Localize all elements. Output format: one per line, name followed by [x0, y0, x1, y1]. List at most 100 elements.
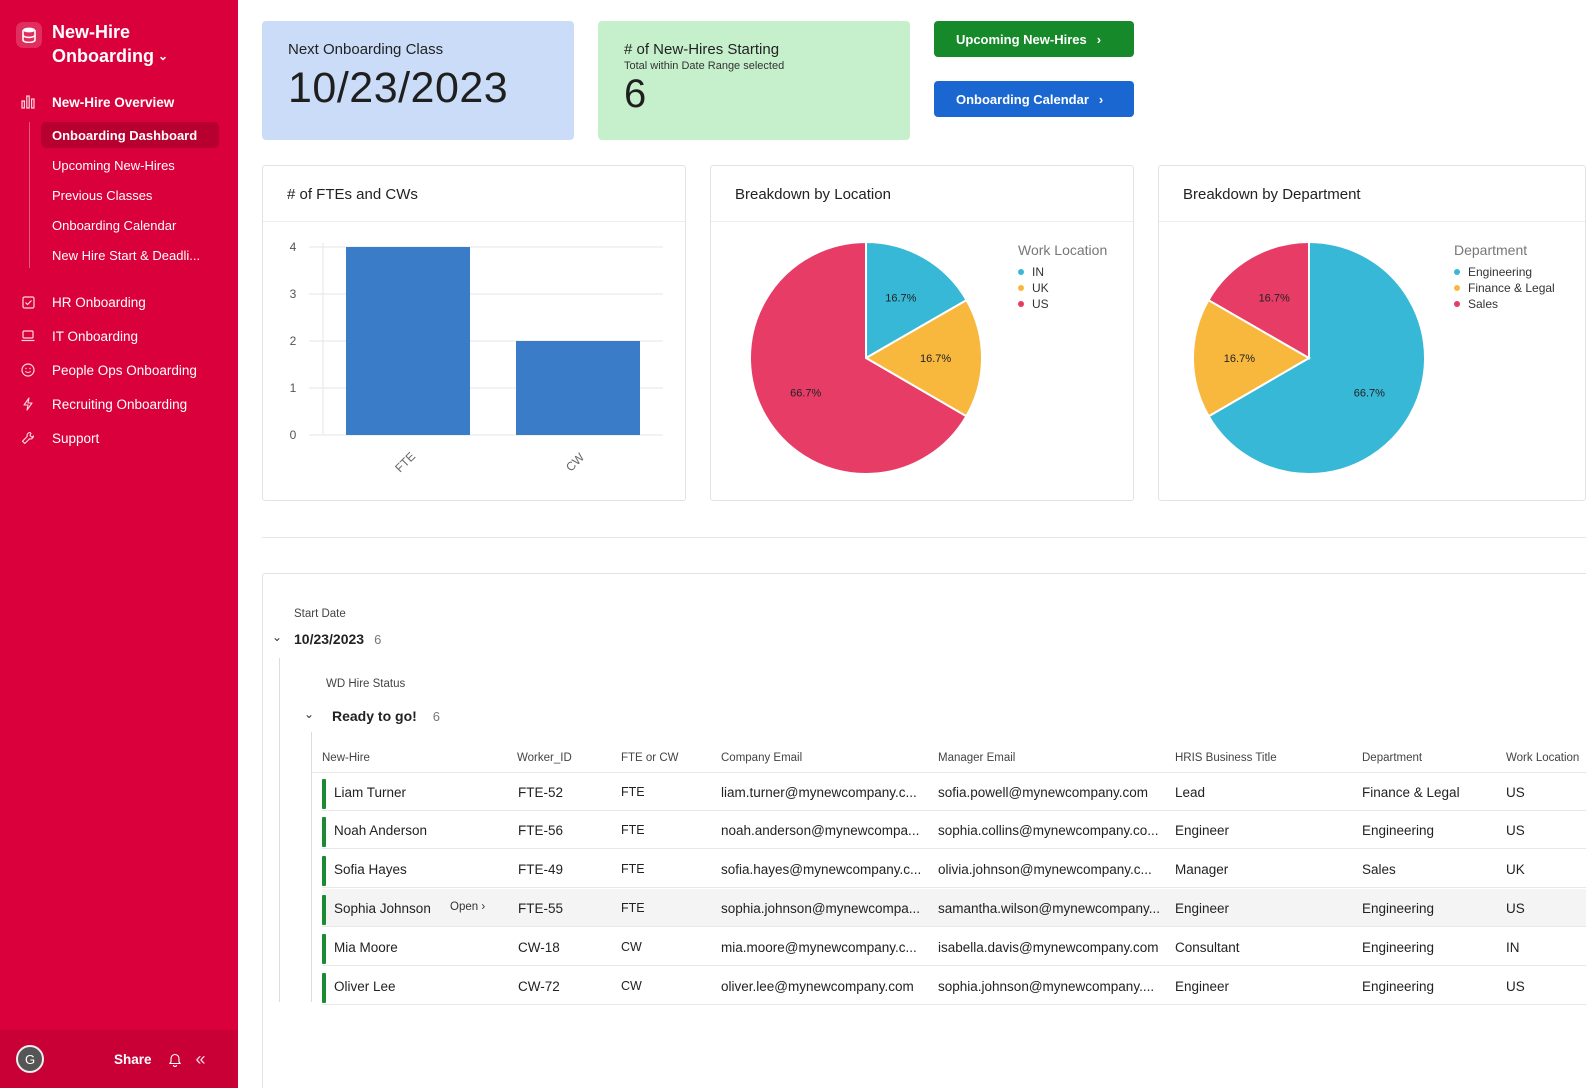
subnav-previous-classes[interactable]: Previous Classes [52, 187, 153, 203]
open-record-button[interactable]: Open › [450, 901, 485, 913]
cell-new-hire: Sofia Hayes [334, 862, 407, 877]
bar-chart-icon [19, 93, 37, 111]
legend-label: IN [1032, 265, 1044, 279]
nav-support[interactable]: Support [0, 424, 238, 452]
cell-manager-email: olivia.johnson@mynewcompany.c... [938, 862, 1152, 877]
nav-new-hire-overview[interactable]: New-Hire Overview [0, 88, 238, 116]
nav-people-ops-onboarding[interactable]: People Ops Onboarding [0, 356, 238, 384]
pie-slice-uk [864, 298, 983, 418]
cell-worker-id: FTE-56 [518, 823, 564, 838]
cell-department: Finance & Legal [1362, 785, 1460, 800]
group-label-start-date: Start Date [294, 608, 346, 620]
table-row[interactable]: Oliver Lee CW-72 CW oliver.lee@mynewcompany… [322, 967, 1586, 1005]
column-header-new-hire[interactable]: New-Hire [322, 752, 370, 764]
column-header-manager-email[interactable]: Manager Email [938, 752, 1016, 764]
subnav-onboarding-calendar[interactable]: Onboarding Calendar [52, 217, 177, 233]
chevron-down-icon[interactable]: ⌄ [304, 707, 315, 721]
chevron-right-icon: › [478, 901, 486, 913]
nav-label: New-Hire Overview [52, 94, 175, 110]
legend-swatch [1018, 285, 1024, 291]
column-header-fte-cw[interactable]: FTE or CW [621, 752, 679, 764]
bar-fte [346, 247, 470, 435]
database-icon [16, 22, 42, 48]
legend-item[interactable]: Sales [1454, 296, 1555, 312]
pie-slice-sales [1207, 240, 1310, 360]
y-tick-label: 3 [290, 287, 297, 301]
group-value-start-date[interactable]: 10/23/2023 6 [294, 631, 381, 647]
legend-swatch [1454, 269, 1460, 275]
column-header-work-location[interactable]: Work Location [1506, 752, 1580, 764]
cell-fte-cw: CW [621, 940, 642, 954]
cell-department: Engineering [1362, 823, 1435, 838]
nav-hr-onboarding[interactable]: HR Onboarding [0, 288, 238, 316]
pie-value-label: 16.7% [1224, 353, 1255, 365]
app-switcher[interactable]: New-Hire Onboarding ⌄ [16, 20, 212, 70]
table-row[interactable]: Sophia Johnson FTE-55 FTE sophia.johnson@my… [322, 889, 1586, 927]
table-row[interactable]: Liam Turner FTE-52 FTE liam.turner@mynewcom… [322, 773, 1586, 811]
subnav-upcoming-new-hires[interactable]: Upcoming New-Hires [52, 157, 175, 173]
cell-company-email: sophia.johnson@mynewcompa... [721, 901, 921, 916]
legend-item[interactable]: IN [1018, 264, 1107, 280]
sidebar: New-Hire Onboarding ⌄ New-Hire Overview O… [0, 0, 238, 1088]
cell-company-email: mia.moore@mynewcompany.c... [721, 940, 917, 955]
pie-value-label: 16.7% [920, 353, 951, 365]
cell-new-hire: Oliver Lee [334, 979, 396, 994]
x-tick-label: CW [563, 450, 588, 475]
bar-cw [516, 341, 640, 435]
chart-card-location: Breakdown by Location 16.7% 16.7% 66.7% Wo… [710, 165, 1134, 501]
row-status-bar [322, 817, 326, 847]
nav-label: IT Onboarding [52, 328, 139, 344]
table-row[interactable]: Sofia Hayes FTE-49 FTE sofia.hayes@mynewcom… [322, 850, 1586, 888]
avatar[interactable]: G [16, 1045, 44, 1073]
group-count: 6 [432, 708, 441, 724]
cell-company-email: liam.turner@mynewcompany.c... [721, 785, 917, 800]
legend-label: Engineering [1468, 265, 1533, 279]
cell-worker-id: CW-18 [518, 940, 560, 955]
chevron-down-icon[interactable]: ⌄ [158, 49, 169, 63]
cell-department: Engineering [1362, 901, 1435, 916]
cell-fte-cw: FTE [621, 901, 645, 915]
kpi-title: # of New-Hires Starting [624, 41, 780, 58]
chart-card-fte-cw: # of FTEs and CWs 0 1 2 3 4 FTE CW [262, 165, 686, 501]
kpi-title: Next Onboarding Class [288, 41, 444, 58]
column-header-business-title[interactable]: HRIS Business Title [1175, 752, 1277, 764]
pie-slice-in [865, 240, 968, 360]
bell-icon[interactable] [168, 1052, 182, 1067]
column-header-company-email[interactable]: Company Email [721, 752, 803, 764]
row-status-bar [322, 934, 326, 964]
group-value-hire-status[interactable]: Ready to go! 6 [332, 708, 440, 724]
legend-swatch [1018, 269, 1024, 275]
legend-item[interactable]: Engineering [1454, 264, 1555, 280]
pie-slice-finance-legal [1192, 298, 1311, 418]
pie-slice-us [749, 240, 968, 475]
nav-it-onboarding[interactable]: IT Onboarding [0, 322, 238, 350]
legend-item[interactable]: Finance & Legal [1454, 280, 1555, 296]
bar-chart: 0 1 2 3 4 FTE CW [290, 240, 663, 475]
group-value: Ready to go! [332, 708, 417, 724]
table-row[interactable]: Noah Anderson FTE-56 FTE noah.anderson@myne… [322, 811, 1586, 849]
collapse-sidebar-icon[interactable]: « [195, 1048, 206, 1069]
column-header-department[interactable]: Department [1362, 752, 1423, 764]
legend-label: US [1032, 297, 1049, 311]
subnav-guide [29, 122, 30, 268]
button-label: Upcoming New-Hires [956, 31, 1087, 47]
cell-work-location: US [1506, 823, 1525, 838]
share-button[interactable]: Share [114, 1051, 152, 1067]
cell-work-location: US [1506, 785, 1525, 800]
legend-item[interactable]: UK [1018, 280, 1107, 296]
legend-item[interactable]: US [1018, 296, 1107, 312]
legend-label: Sales [1468, 297, 1499, 311]
column-header-worker-id[interactable]: Worker_ID [517, 752, 572, 764]
cell-manager-email: sophia.collins@mynewcompany.co... [938, 823, 1159, 838]
table-row[interactable]: Mia Moore CW-18 CW mia.moore@mynewcompany.c… [322, 928, 1586, 966]
subnav-onboarding-dashboard[interactable]: Onboarding Dashboard [41, 122, 219, 148]
y-tick-label: 0 [290, 428, 297, 442]
chevron-down-icon[interactable]: ⌄ [272, 630, 283, 644]
subnav-start-deadlines[interactable]: New Hire Start & Deadli... [52, 247, 201, 263]
onboarding-calendar-button[interactable]: Onboarding Calendar › [934, 81, 1134, 117]
nav-recruiting-onboarding[interactable]: Recruiting Onboarding [0, 390, 238, 418]
wrench-icon [19, 429, 37, 447]
upcoming-new-hires-button[interactable]: Upcoming New-Hires › [934, 21, 1134, 57]
cell-work-location: IN [1506, 940, 1520, 955]
cell-company-email: oliver.lee@mynewcompany.com [721, 979, 914, 994]
